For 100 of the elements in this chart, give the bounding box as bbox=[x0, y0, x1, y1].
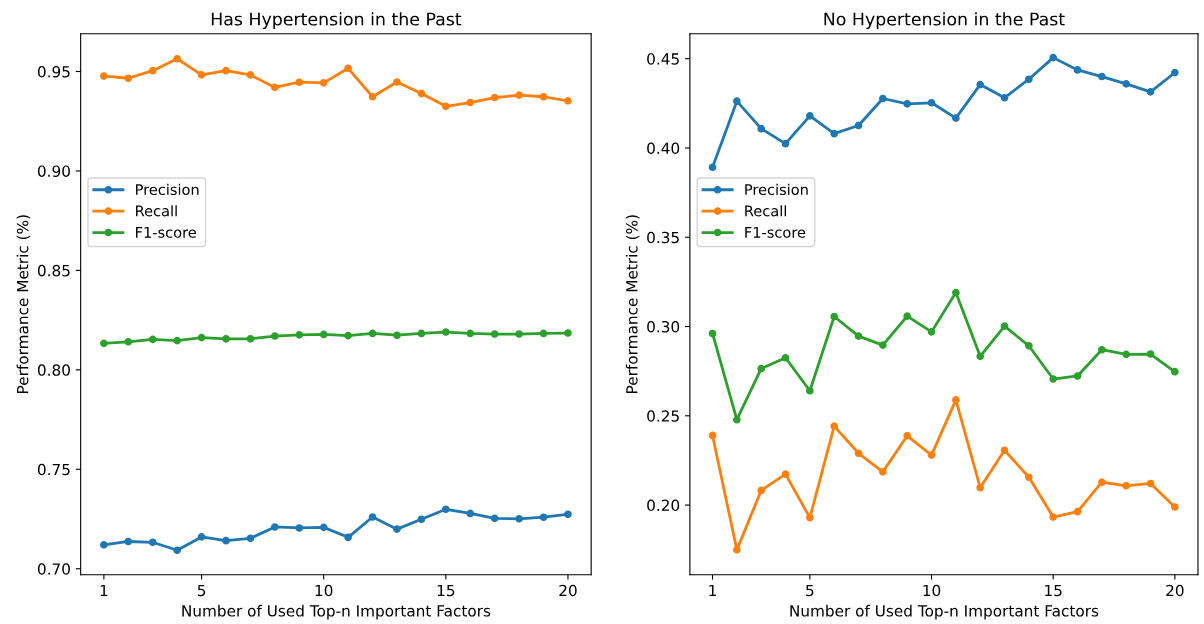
point bbox=[393, 78, 401, 86]
x-tick-label: 5 bbox=[806, 584, 814, 597]
point bbox=[515, 330, 523, 338]
x-tick-label: 1 bbox=[709, 584, 716, 597]
point bbox=[442, 328, 450, 336]
point bbox=[879, 468, 887, 476]
legend-label: Precision bbox=[136, 183, 199, 196]
point bbox=[1000, 93, 1009, 102]
x-axis-title: Number of Used Top-n Important Factors bbox=[790, 604, 1099, 620]
point bbox=[927, 328, 936, 336]
point bbox=[222, 66, 230, 75]
point bbox=[976, 352, 985, 361]
point bbox=[539, 513, 548, 522]
point bbox=[927, 451, 936, 459]
point bbox=[952, 288, 960, 297]
point bbox=[1098, 478, 1106, 487]
point bbox=[417, 515, 426, 524]
point bbox=[879, 94, 887, 103]
point bbox=[1171, 503, 1179, 511]
point bbox=[222, 536, 230, 545]
x-tick-label: 20 bbox=[559, 584, 577, 597]
point bbox=[1122, 80, 1131, 88]
point bbox=[197, 71, 206, 79]
point bbox=[295, 78, 304, 87]
point bbox=[879, 341, 887, 349]
point bbox=[393, 525, 401, 533]
point bbox=[393, 331, 401, 340]
y-tick-label: 0.25 bbox=[647, 410, 679, 422]
point bbox=[539, 92, 548, 101]
point bbox=[757, 486, 766, 495]
point bbox=[368, 329, 377, 338]
point bbox=[466, 329, 475, 338]
x-tick-label: 10 bbox=[315, 584, 333, 597]
point bbox=[344, 533, 352, 542]
point bbox=[417, 329, 426, 338]
legend-label: F1-score bbox=[136, 227, 196, 238]
point bbox=[952, 396, 960, 404]
point bbox=[854, 332, 863, 340]
y-tick-label: 0.35 bbox=[647, 231, 679, 244]
point bbox=[442, 102, 450, 111]
point bbox=[442, 505, 450, 514]
y-tick-label: 0.95 bbox=[37, 65, 70, 78]
point bbox=[100, 339, 108, 348]
point bbox=[222, 334, 230, 343]
point bbox=[976, 80, 985, 89]
point bbox=[515, 514, 523, 523]
x-tick-label: 1 bbox=[100, 584, 108, 597]
point bbox=[1025, 341, 1033, 350]
point bbox=[781, 353, 790, 362]
y-tick-label: 0.90 bbox=[37, 165, 70, 177]
point bbox=[1049, 53, 1058, 62]
x-tick-label: 10 bbox=[923, 584, 941, 597]
point bbox=[757, 124, 766, 133]
y-tick-label: 0.75 bbox=[37, 463, 70, 476]
point bbox=[781, 470, 790, 479]
point bbox=[100, 72, 108, 80]
point bbox=[733, 97, 741, 106]
legend-label: F1-score bbox=[745, 227, 806, 238]
x-tick-label: 5 bbox=[197, 584, 206, 597]
point bbox=[1073, 372, 1082, 380]
point bbox=[344, 64, 352, 73]
x-tick-label: 15 bbox=[1045, 584, 1062, 597]
point bbox=[564, 97, 572, 105]
point bbox=[466, 98, 475, 107]
point bbox=[781, 139, 790, 148]
y-tick-label: 0.45 bbox=[647, 53, 679, 65]
point bbox=[124, 337, 133, 346]
point bbox=[515, 91, 523, 99]
point bbox=[295, 331, 304, 339]
point bbox=[319, 330, 328, 339]
y-tick-label: 0.85 bbox=[37, 264, 70, 277]
point bbox=[295, 524, 304, 532]
point bbox=[1049, 513, 1058, 521]
point bbox=[806, 513, 814, 522]
point bbox=[806, 386, 814, 395]
point bbox=[733, 546, 741, 554]
point bbox=[1025, 75, 1033, 84]
point bbox=[148, 66, 157, 75]
point bbox=[466, 509, 475, 518]
point bbox=[854, 121, 863, 130]
point bbox=[806, 112, 814, 120]
point bbox=[246, 534, 255, 543]
legend-label: Precision bbox=[745, 183, 808, 196]
point bbox=[173, 546, 181, 555]
point bbox=[1171, 68, 1179, 77]
x-tick-label: 15 bbox=[437, 584, 455, 597]
point bbox=[1122, 350, 1131, 359]
point bbox=[344, 331, 352, 340]
point bbox=[1146, 88, 1155, 96]
point bbox=[271, 332, 279, 340]
y-tick-label: 0.80 bbox=[37, 364, 70, 376]
point bbox=[830, 129, 839, 138]
point bbox=[319, 79, 328, 87]
point bbox=[1000, 322, 1009, 330]
point bbox=[976, 483, 985, 492]
point bbox=[197, 533, 206, 541]
y-tick-label: 0.70 bbox=[37, 563, 70, 575]
point bbox=[757, 364, 766, 373]
point bbox=[1073, 66, 1082, 74]
point bbox=[368, 92, 377, 101]
